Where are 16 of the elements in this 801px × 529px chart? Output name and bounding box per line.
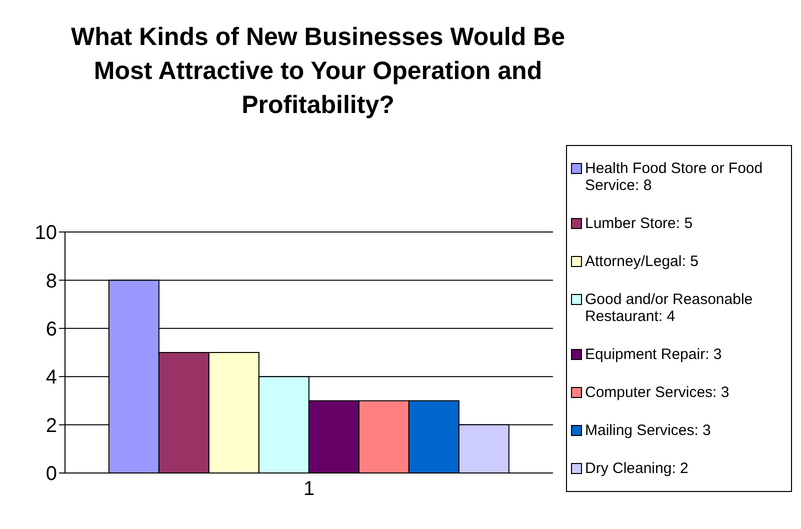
legend-label: Computer Services: 3: [585, 384, 730, 401]
chart-title: What Kinds of New Businesses Would Be Most Attractive to Your Operation and Profitability?: [70, 22, 566, 121]
y-tick-label: 2: [46, 414, 57, 437]
x-tick-label: 1: [303, 478, 315, 500]
legend-label: Equipment Repair: 3: [585, 346, 722, 363]
y-tick-label: 10: [34, 222, 57, 244]
legend-label: Good and/or Reasonable Restaurant: 4: [585, 291, 754, 326]
legend-label: Health Food Store or Food Service: 8: [585, 160, 764, 194]
y-tick-label: 0: [46, 463, 57, 486]
legend-label: Dry Cleaning: 2: [585, 460, 688, 477]
legend-label: Lumber Store: 5: [585, 215, 693, 232]
legend-label: Mailing Services: 3: [585, 422, 711, 439]
y-tick-label: 4: [46, 366, 57, 389]
y-tick-label: 6: [46, 318, 57, 340]
legend-label: Attorney/Legal: 5: [585, 253, 698, 270]
y-tick-label: 8: [46, 270, 57, 292]
